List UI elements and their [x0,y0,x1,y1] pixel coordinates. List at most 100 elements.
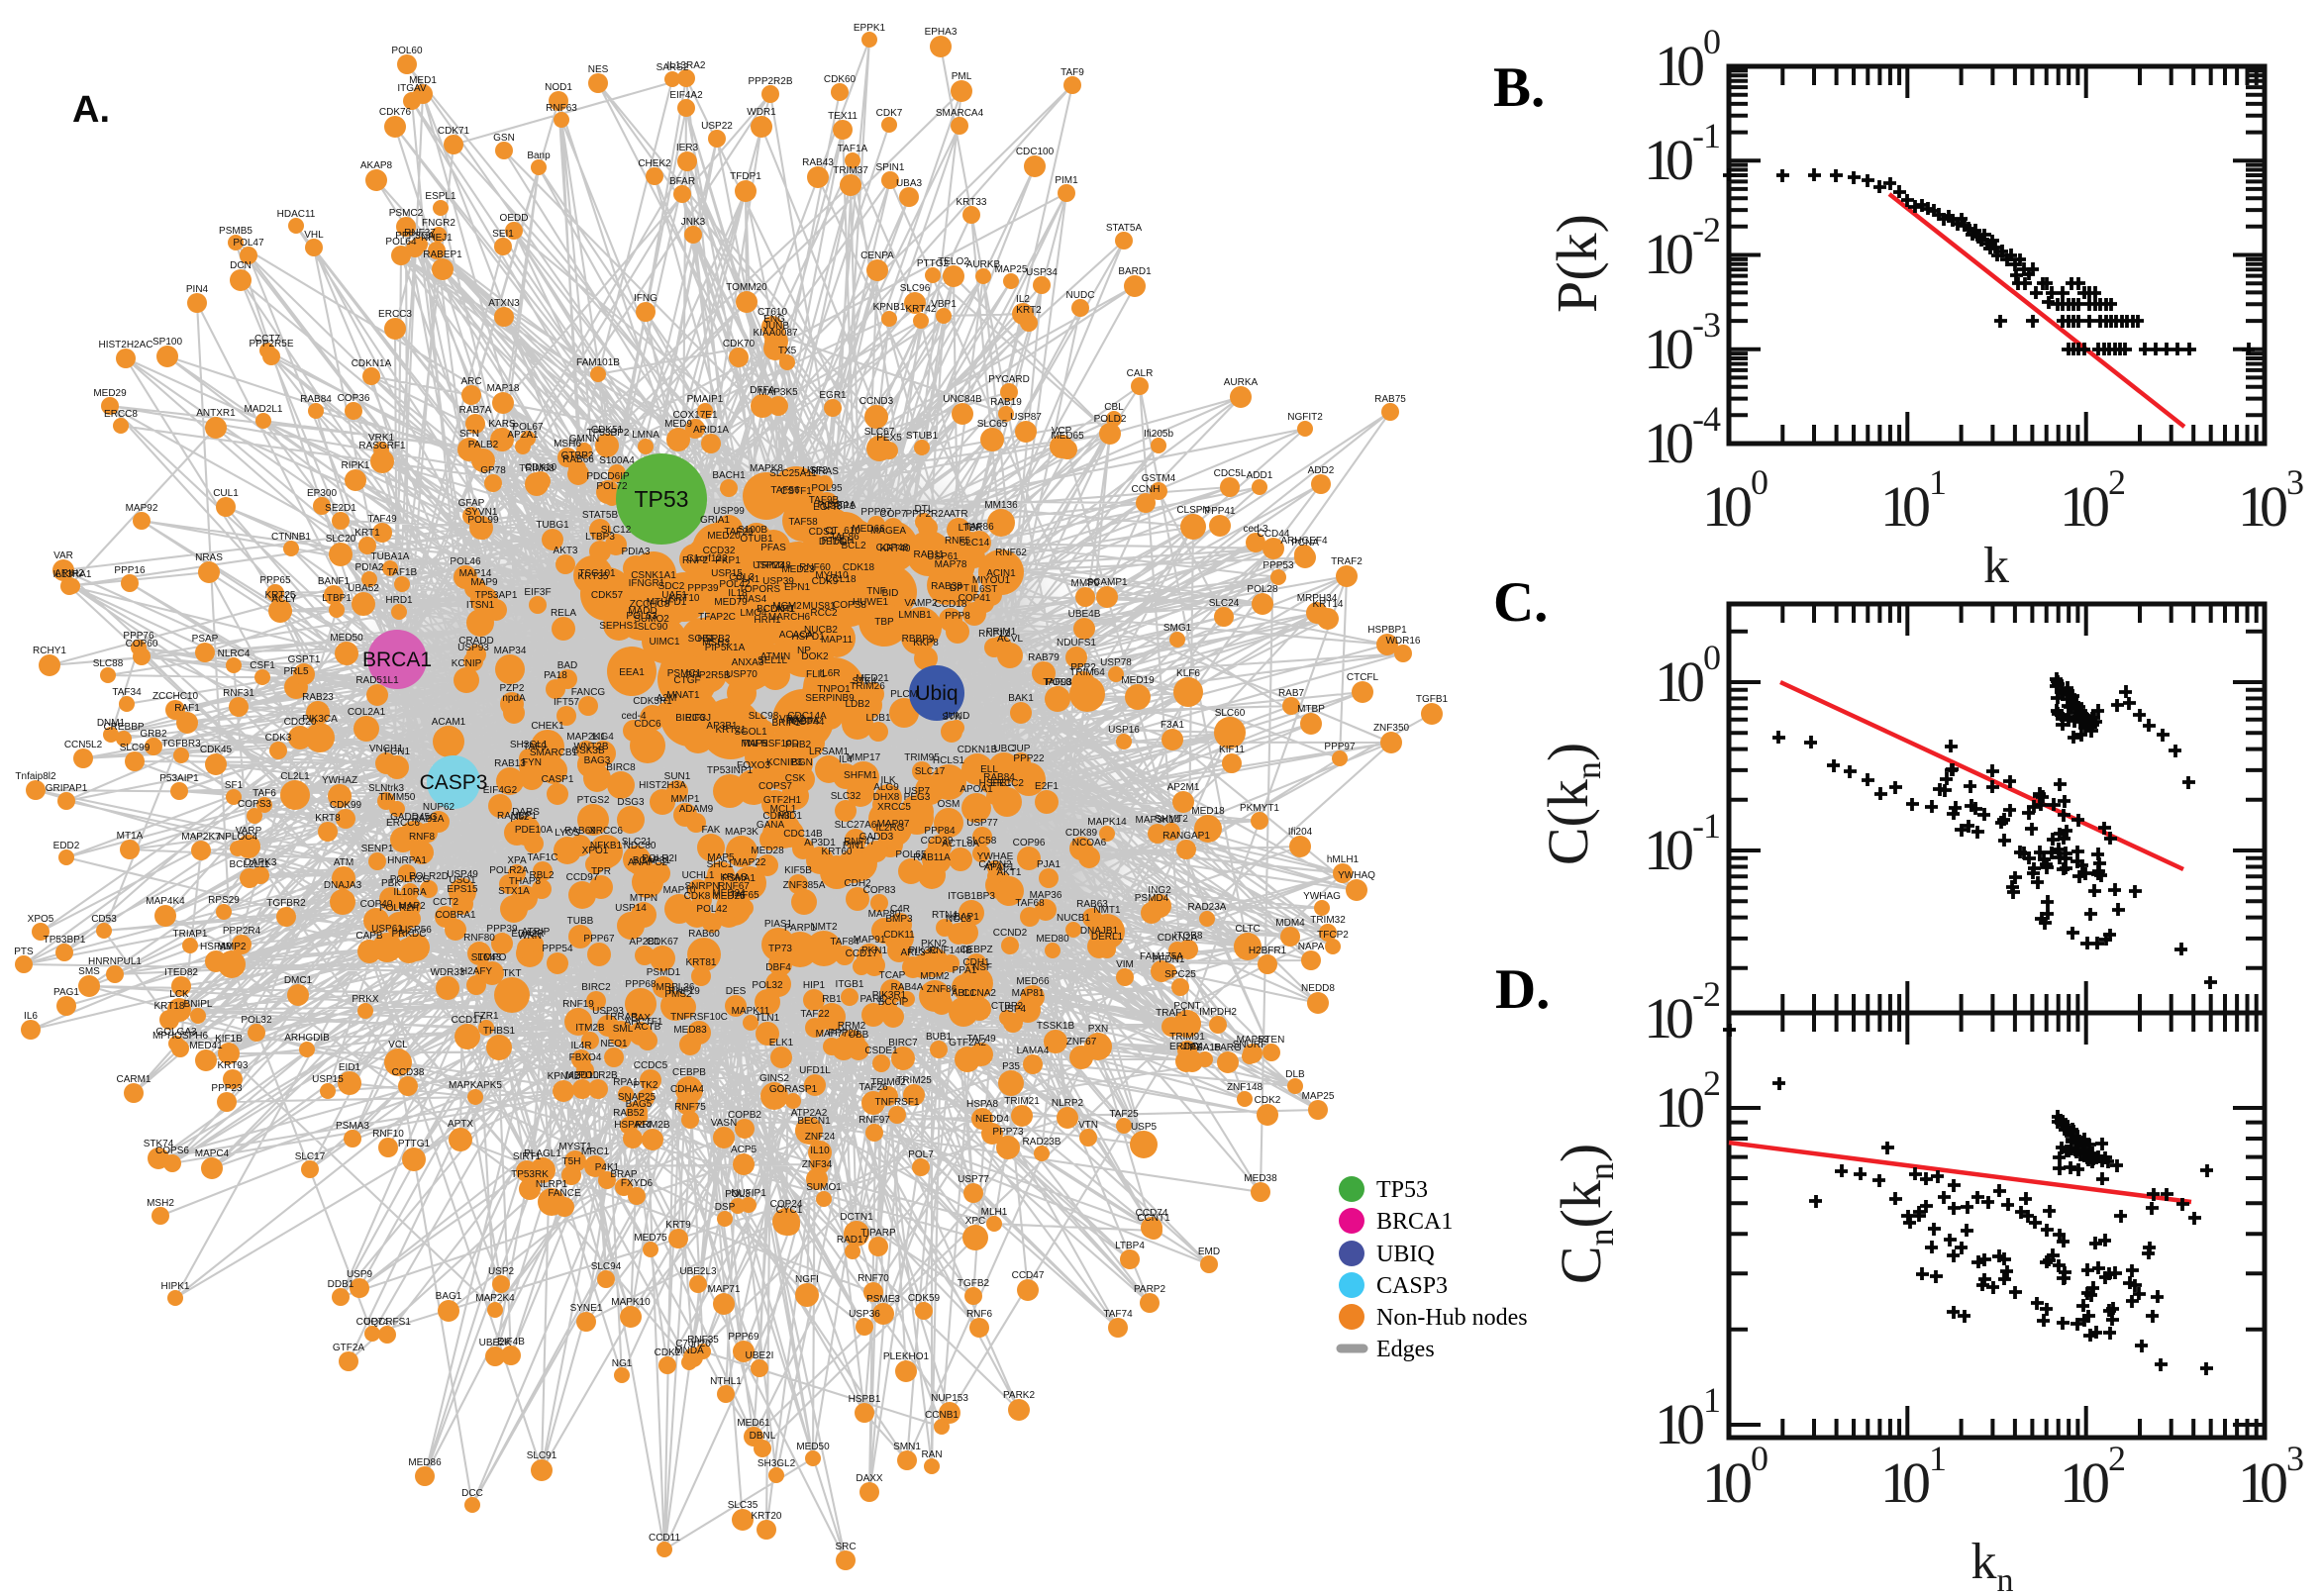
svg-text:ANTXR1: ANTXR1 [196,408,236,419]
svg-text:NOD1: NOD1 [545,82,572,93]
svg-text:CDK18: CDK18 [843,562,875,573]
svg-text:SLC20: SLC20 [326,534,356,545]
svg-text:CEBPZ: CEBPZ [960,945,992,955]
svg-text:LCK: LCK [169,989,189,1000]
svg-text:MMP17: MMP17 [847,752,881,763]
svg-text:MED18: MED18 [1191,806,1225,817]
svg-text:RNF80: RNF80 [463,933,495,944]
svg-text:PRKDC: PRKDC [391,929,426,940]
svg-text:DES: DES [726,986,747,997]
svg-text:NLRC4: NLRC4 [218,648,251,659]
svg-text:PLAGL1: PLAGL1 [524,1148,561,1159]
svg-text:POL64: POL64 [385,237,417,248]
svg-text:SML: SML [613,1024,634,1035]
svg-text:UBB: UBB [849,1030,869,1041]
svg-text:PYCARD: PYCARD [988,374,1030,385]
svg-text:Ubiq: Ubiq [915,682,958,705]
svg-text:RAB5A: RAB5A [787,716,820,727]
svg-text:ATM: ATM [334,857,354,868]
svg-text:RAB38: RAB38 [931,581,962,592]
svg-text:DBNL: DBNL [750,1431,776,1442]
svg-text:DEDD: DEDD [819,537,847,548]
svg-text:GINS2: GINS2 [759,1073,789,1084]
svg-text:RNF67: RNF67 [718,881,750,892]
svg-text:MRPL36: MRPL36 [656,982,695,993]
svg-text:ANXA3: ANXA3 [732,657,764,668]
svg-text:SLC17: SLC17 [915,766,946,777]
svg-text:FBXO4: FBXO4 [569,1052,602,1063]
svg-text:TIPARP: TIPARP [860,1228,896,1239]
svg-text:EIF4B: EIF4B [497,1337,525,1347]
svg-text:PKN2: PKN2 [921,939,948,949]
svg-text:MAP25: MAP25 [995,264,1028,275]
svg-text:DAXX: DAXX [856,1473,883,1484]
svg-text:RAN: RAN [921,1449,942,1460]
svg-text:102: 10 2 [2060,1439,2125,1515]
svg-text:HDAC11: HDAC11 [277,209,316,220]
svg-text:RAD23A: RAD23A [1188,902,1227,913]
svg-text:CDKN2A: CDKN2A [1158,933,1198,944]
svg-text:KIF1B: KIF1B [215,1034,243,1045]
svg-text:IL13RA2: IL13RA2 [667,60,706,71]
svg-text:MMP2: MMP2 [218,942,247,952]
svg-text:ATR: ATR [949,509,967,520]
svg-text:TUBB: TUBB [567,916,594,927]
svg-text:UBC: UBC [993,744,1014,754]
svg-text:TGFB1: TGFB1 [1416,694,1449,705]
svg-text:MED23: MED23 [781,564,815,575]
svg-text:RNF75: RNF75 [674,1102,706,1113]
svg-text:Ifi205b: Ifi205b [1144,429,1173,440]
svg-text:CCDC5: CCDC5 [634,1060,668,1071]
svg-text:GFAP: GFAP [458,498,485,509]
svg-text:TRIM26: TRIM26 [850,681,885,692]
svg-text:TKT: TKT [503,968,522,979]
svg-text:TNF: TNF [866,586,885,597]
svg-text:HSPD1: HSPD1 [791,632,825,643]
svg-text:PPP69: PPP69 [728,1332,759,1343]
svg-text:ARID1A: ARID1A [693,425,729,436]
svg-text:GADD3: GADD3 [859,832,894,843]
svg-text:TOPORS: TOPORS [739,584,780,595]
svg-text:PLCM: PLCM [890,689,918,700]
svg-text:VNCI11: VNCI11 [369,744,404,754]
svg-text:TFCP2: TFCP2 [1317,930,1349,941]
svg-text:USP14: USP14 [615,903,647,914]
svg-text:HIST2H3A: HIST2H3A [639,780,686,791]
svg-text:TNFRSF1: TNFRSF1 [875,1097,920,1108]
svg-text:NLRP1: NLRP1 [536,1179,568,1190]
svg-text:101: 10 1 [1655,1380,1720,1456]
svg-text:FANCE: FANCE [548,1188,581,1199]
svg-text:OTUB1: OTUB1 [740,534,773,545]
svg-text:MED83: MED83 [673,1025,707,1036]
svg-text:CCL3: CCL3 [729,572,755,583]
svg-text:E2F1: E2F1 [1035,781,1059,792]
svg-text:OSM: OSM [938,799,960,810]
svg-text:BRAP: BRAP [610,1169,638,1180]
svg-text:COP36: COP36 [338,393,370,404]
svg-text:HIST2H2AC: HIST2H2AC [98,340,152,350]
svg-text:COP24: COP24 [770,1199,803,1210]
svg-text:EIF3F: EIF3F [524,587,551,598]
svg-text:MAP5: MAP5 [741,739,768,749]
svg-text:MED41: MED41 [189,1041,223,1051]
svg-text:10-4: 10 -4 [1644,399,1721,475]
svg-text:S100A4: S100A4 [599,455,635,466]
svg-text:IFT57: IFT57 [554,697,580,708]
svg-text:POL32: POL32 [241,1015,272,1026]
svg-text:RNF62: RNF62 [995,548,1027,558]
svg-text:CTNNB1: CTNNB1 [271,532,311,543]
svg-text:ACP5: ACP5 [731,1145,758,1155]
svg-text:CCNB1: CCNB1 [925,1410,959,1421]
svg-text:MAP25: MAP25 [1302,1091,1335,1102]
svg-text:ITGB1: ITGB1 [836,979,864,990]
svg-text:NUCB1: NUCB1 [1057,913,1090,924]
svg-text:EP300: EP300 [307,488,337,499]
svg-text:CCD97: CCD97 [566,872,599,883]
svg-text:ZNF350: ZNF350 [1373,723,1410,734]
svg-text:H2AFY: H2AFY [460,966,493,977]
svg-text:USO1: USO1 [449,875,476,886]
svg-text:RIPK1: RIPK1 [342,460,370,471]
svg-text:SLC99: SLC99 [120,743,151,753]
svg-text:MAP18: MAP18 [487,383,520,394]
svg-text:UBE2L3: UBE2L3 [679,1266,717,1277]
